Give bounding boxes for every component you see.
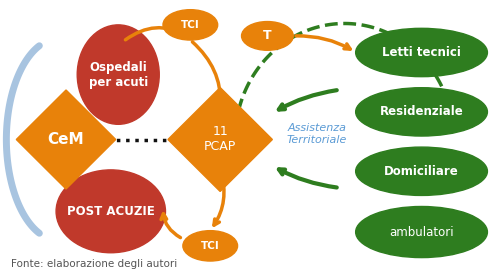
Ellipse shape bbox=[356, 206, 488, 258]
Text: 11
PCAP: 11 PCAP bbox=[204, 126, 236, 153]
Text: T: T bbox=[263, 29, 272, 42]
Ellipse shape bbox=[356, 88, 488, 136]
Text: POST ACUZIE: POST ACUZIE bbox=[67, 205, 154, 218]
Polygon shape bbox=[16, 90, 116, 189]
Text: Fonte: elaborazione degli autori: Fonte: elaborazione degli autori bbox=[12, 259, 177, 269]
Ellipse shape bbox=[56, 170, 166, 253]
Text: Residenziale: Residenziale bbox=[380, 105, 464, 118]
Text: Ospedali
per acuti: Ospedali per acuti bbox=[88, 61, 148, 89]
Ellipse shape bbox=[356, 147, 488, 195]
Text: Domiciliare: Domiciliare bbox=[384, 165, 459, 178]
Text: Assistenza
Territoriale: Assistenza Territoriale bbox=[287, 123, 348, 145]
Text: ambulatori: ambulatori bbox=[389, 225, 454, 239]
Circle shape bbox=[163, 10, 218, 40]
Ellipse shape bbox=[356, 28, 488, 77]
Circle shape bbox=[242, 21, 294, 50]
Text: CeM: CeM bbox=[48, 132, 84, 147]
Text: TCI: TCI bbox=[201, 241, 220, 251]
Text: TCI: TCI bbox=[181, 20, 200, 30]
Ellipse shape bbox=[77, 25, 160, 124]
Text: Letti tecnici: Letti tecnici bbox=[382, 46, 461, 59]
Polygon shape bbox=[168, 88, 272, 191]
Circle shape bbox=[183, 231, 238, 261]
